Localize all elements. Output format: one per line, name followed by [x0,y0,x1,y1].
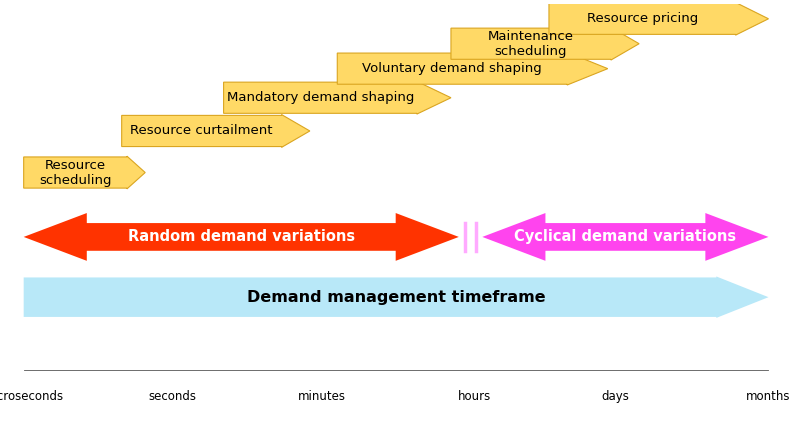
Text: seconds: seconds [149,391,197,403]
Text: Resource pricing: Resource pricing [586,12,698,25]
Text: months: months [746,391,790,403]
Text: hours: hours [458,391,491,403]
Text: Cyclical demand variations: Cyclical demand variations [514,229,737,244]
Text: Demand management timeframe: Demand management timeframe [246,290,546,305]
Polygon shape [24,156,146,189]
Polygon shape [482,213,769,261]
Polygon shape [451,28,639,60]
Polygon shape [24,276,769,318]
Text: Resource curtailment: Resource curtailment [130,125,273,137]
Text: days: days [602,391,630,403]
Text: Voluntary demand shaping: Voluntary demand shaping [362,62,542,75]
Polygon shape [224,81,451,114]
Text: Mandatory demand shaping: Mandatory demand shaping [226,91,414,104]
Polygon shape [549,3,769,35]
Polygon shape [24,213,459,261]
Polygon shape [338,52,608,85]
Text: Maintenance
scheduling: Maintenance scheduling [488,30,574,58]
Text: Resource
scheduling: Resource scheduling [39,159,111,187]
Text: microseconds: microseconds [0,391,64,403]
Text: Random demand variations: Random demand variations [128,229,355,244]
Polygon shape [122,114,310,147]
Text: minutes: minutes [298,391,346,403]
